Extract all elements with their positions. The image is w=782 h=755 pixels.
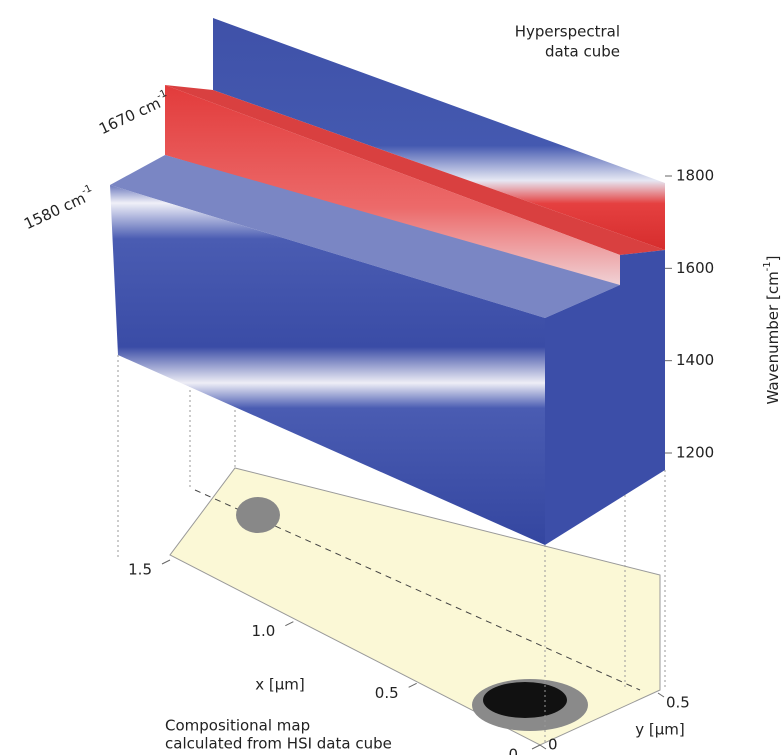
tick — [539, 744, 547, 750]
slice-text: 1580 cm — [21, 189, 88, 233]
slice-sup: -1 — [155, 88, 169, 102]
tick — [285, 621, 294, 627]
front-top — [110, 155, 620, 318]
tick-label: 0.5 — [375, 684, 399, 702]
tick — [657, 692, 665, 698]
axis-title: y [µm] — [635, 721, 685, 739]
black-blob — [483, 682, 567, 718]
tick-label: 0 — [548, 736, 558, 754]
slice-sup: -1 — [80, 183, 94, 197]
slice-label: 1670 cm-1 — [95, 88, 172, 138]
map-plane — [169, 467, 661, 746]
axis-title-text: Wavenumber [cm — [764, 271, 782, 404]
tick — [531, 744, 541, 750]
back-slab — [213, 18, 665, 250]
axis-title-sup: -1 — [762, 261, 773, 271]
red-slab-top — [165, 85, 665, 255]
tick-label: 1400 — [676, 351, 714, 369]
map-title: Compositional map — [165, 717, 310, 735]
cube-title: data cube — [545, 43, 620, 61]
cube-title: Hyperspectral — [515, 23, 620, 41]
cube — [110, 18, 666, 746]
red-slab — [165, 85, 620, 290]
tick — [161, 559, 171, 565]
tick-label: 1.5 — [128, 561, 152, 579]
tick — [408, 682, 417, 688]
axis-title-end: ] — [764, 255, 782, 261]
tick-label: 1200 — [676, 444, 714, 462]
tick-label: 0 — [508, 746, 518, 755]
gray-blob — [236, 497, 280, 533]
axis-title: Wavenumber [cm-1] — [762, 255, 782, 404]
front-face — [110, 185, 545, 545]
slice-label: 1580 cm-1 — [20, 183, 97, 233]
tick-label: 0.5 — [666, 694, 690, 712]
map-title: calculated from HSI data cube — [165, 735, 392, 753]
side-face — [545, 250, 665, 545]
tick-label: 1.0 — [251, 622, 275, 640]
tick-label: 1600 — [676, 259, 714, 277]
axis-title: x [µm] — [255, 676, 305, 694]
slice-text: 1670 cm — [96, 94, 163, 138]
tick-label: 1800 — [676, 167, 714, 185]
